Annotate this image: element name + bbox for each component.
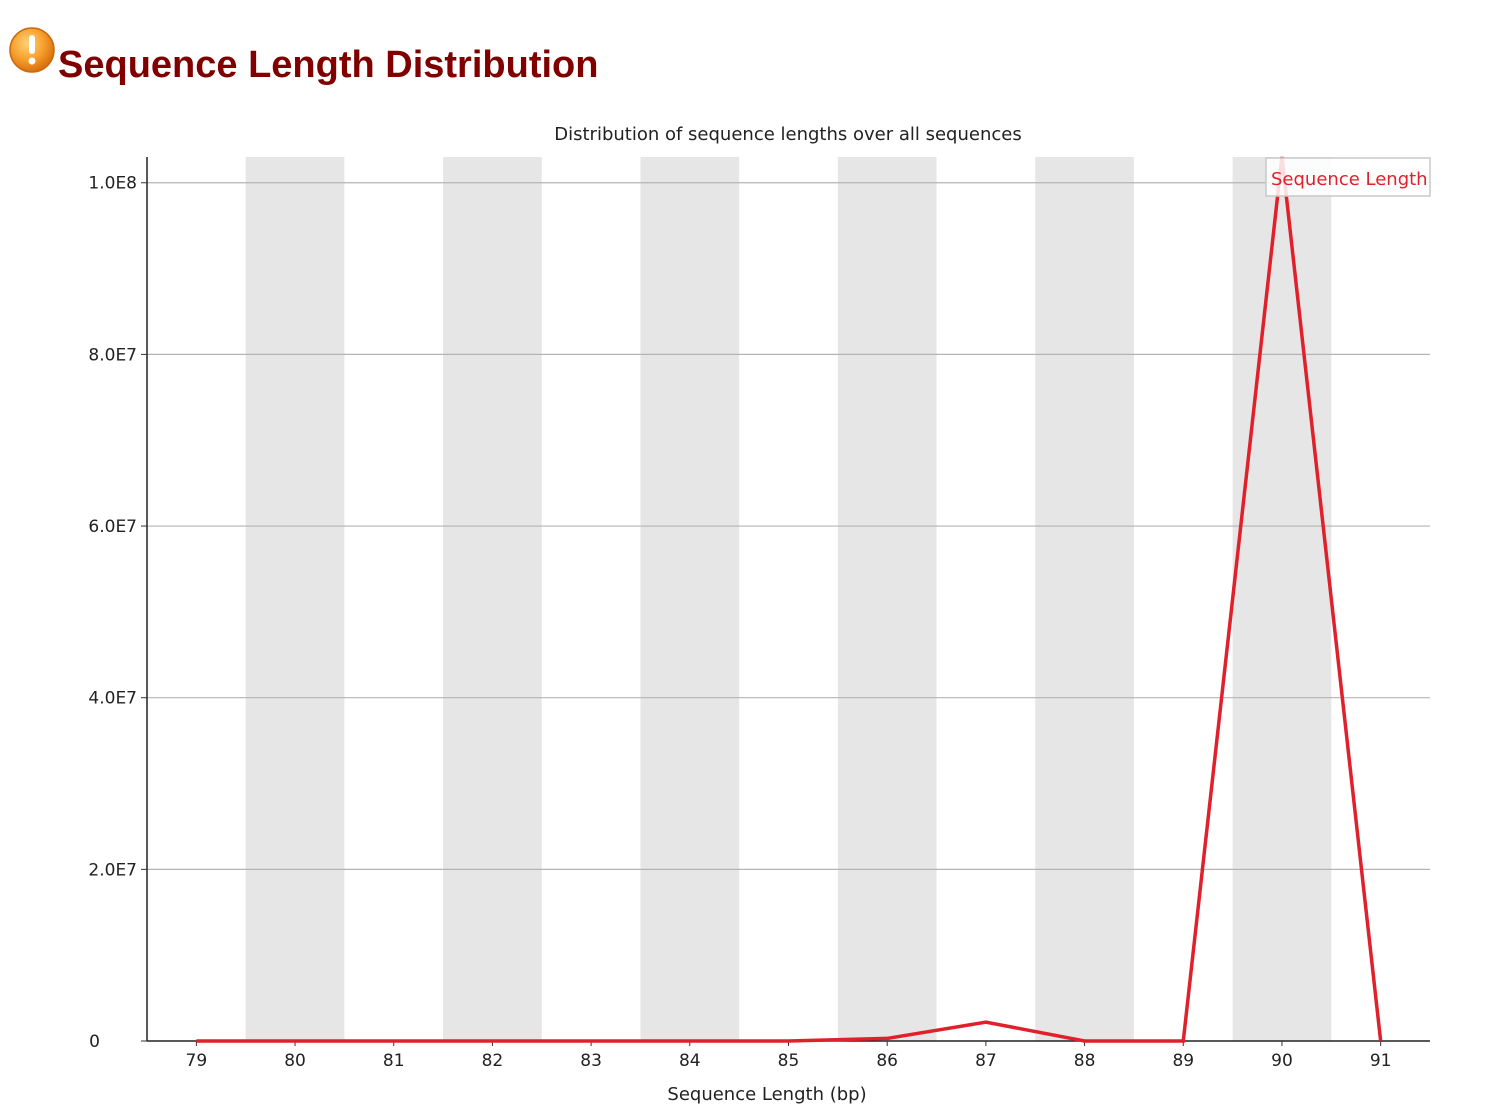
background-bands [245,157,1332,1041]
x-tick-label: 83 [580,1051,602,1071]
chart-title: Distribution of sequence lengths over al… [554,124,1021,145]
y-tick-labels: 0 2.0E7 4.0E7 6.0E7 8.0E7 1.0E8 [88,174,147,1052]
x-tick-label: 86 [876,1051,898,1071]
x-tick-labels: 79 80 81 82 83 84 85 86 87 88 89 90 91 [186,1041,1392,1071]
x-tick-label: 91 [1370,1051,1392,1071]
band-90 [1232,157,1332,1041]
y-tick-label: 2.0E7 [88,860,137,880]
y-tick-label: 8.0E7 [88,345,137,365]
x-tick-label: 89 [1172,1051,1194,1071]
series-lines [196,156,1383,1043]
x-tick-label: 85 [778,1051,800,1071]
band-86 [837,157,937,1041]
x-tick-label: 88 [1074,1051,1096,1071]
x-tick-label: 84 [679,1051,701,1071]
gridlines [147,182,1430,870]
y-tick-label: 6.0E7 [88,517,137,537]
legend: Sequence Length [1265,157,1431,197]
page-header: Sequence Length Distribution [8,26,598,88]
sequence-length-chart: 0 2.0E7 4.0E7 6.0E7 8.0E7 1.0E8 79 80 81 82 83 84 8… [88,124,1431,1105]
y-tick-label: 0 [89,1032,100,1052]
x-tick-label: 87 [975,1051,997,1071]
series-line-sequence-length [196,156,1383,1043]
y-tick-label: 1.0E8 [88,174,137,194]
y-tick-label: 4.0E7 [88,689,137,709]
x-tick-label: 79 [186,1051,208,1071]
band-84 [640,157,740,1041]
band-82 [443,157,542,1041]
legend-box [1265,157,1431,197]
warning-icon [8,26,56,74]
band-88 [1035,157,1134,1041]
x-axis-label: Sequence Length (bp) [667,1084,866,1105]
x-tick-label: 80 [284,1051,306,1071]
x-tick-label: 82 [482,1051,504,1071]
page-title: Sequence Length Distribution [58,44,599,86]
x-tick-label: 90 [1271,1051,1293,1071]
band-80 [245,157,345,1041]
x-tick-label: 81 [383,1051,405,1071]
legend-entry: Sequence Length [1271,169,1428,190]
